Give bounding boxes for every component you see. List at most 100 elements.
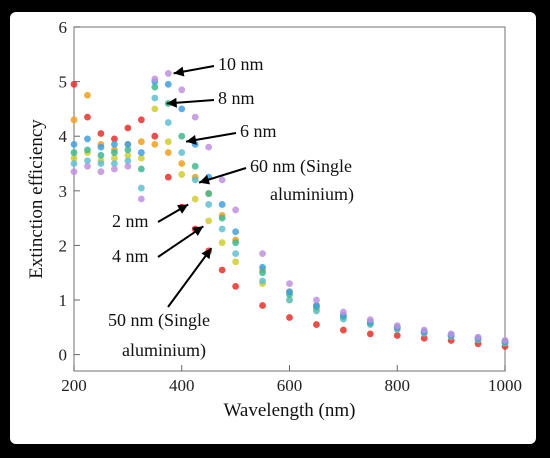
annotation-arrowhead [177, 204, 189, 214]
data-point [218, 176, 226, 184]
chart-frame [10, 12, 536, 444]
annotation-label-line2: aluminium) [122, 340, 206, 361]
data-point [137, 138, 145, 146]
data-point [313, 321, 320, 328]
data-point [151, 75, 159, 83]
data-point [286, 314, 293, 321]
annotation-arrowhead [166, 97, 178, 108]
data-point [111, 135, 118, 143]
x-tick-label: 400 [169, 376, 195, 395]
data-point [218, 225, 226, 233]
data-point [70, 160, 78, 167]
data-point [366, 330, 374, 338]
data-point [97, 168, 105, 176]
data-point [124, 124, 132, 132]
data-point [124, 151, 132, 159]
annotation-arrowhead [198, 174, 211, 185]
annotation-label: 2 nm [112, 211, 149, 231]
data-point [339, 308, 347, 316]
data-point [420, 334, 428, 342]
data-point [313, 296, 320, 304]
data-point [84, 135, 91, 143]
data-point [164, 173, 172, 181]
data-point [97, 151, 105, 159]
data-point [137, 116, 145, 124]
data-point [124, 157, 132, 165]
data-point [111, 160, 118, 167]
data-point [232, 228, 240, 236]
data-point [151, 140, 159, 148]
data-point [84, 162, 91, 170]
x-axis-title: Wavelength (nm) [224, 400, 356, 421]
annotation-arrowhead [173, 66, 185, 77]
data-point [137, 165, 145, 173]
y-tick-label: 6 [59, 18, 68, 37]
data-point [393, 332, 401, 339]
y-tick-label: 0 [59, 346, 68, 365]
data-point [137, 195, 145, 203]
data-point [232, 239, 240, 247]
data-point [178, 105, 186, 113]
annotation-arrowhead [186, 135, 197, 145]
data-point [259, 263, 266, 271]
x-tick-label: 1000 [488, 376, 522, 395]
annotation-label-line2: aluminium) [270, 184, 354, 205]
y-tick-label: 2 [59, 236, 68, 255]
data-point [70, 149, 78, 156]
data-point [97, 160, 105, 167]
data-point [232, 258, 240, 266]
x-tick-label: 600 [277, 376, 303, 395]
data-point [420, 326, 428, 334]
data-point [164, 80, 172, 88]
y-tick-label: 1 [59, 291, 68, 310]
data-point [191, 195, 199, 203]
data-point [313, 302, 320, 309]
data-point [70, 80, 78, 88]
annotation-label: 4 nm [112, 246, 149, 266]
data-point [191, 176, 199, 184]
data-point [84, 157, 91, 165]
data-point [124, 140, 132, 148]
annotation-arrowhead [192, 226, 204, 237]
data-point [218, 214, 226, 222]
data-point [137, 154, 145, 162]
annotation-label: 10 nm [218, 54, 264, 74]
y-axis-title: Extinction efficiency [26, 119, 47, 279]
annotation-label: 8 nm [218, 88, 255, 108]
data-point [286, 288, 293, 296]
data-point [70, 116, 78, 124]
x-tick-label: 200 [61, 376, 87, 395]
data-point [164, 119, 172, 126]
data-point [97, 143, 105, 151]
annotation-arrow [167, 247, 213, 308]
data-point [164, 138, 172, 146]
data-point [164, 149, 172, 156]
data-point [111, 165, 118, 173]
data-point [447, 330, 455, 338]
data-point [259, 302, 266, 309]
data-point [218, 201, 226, 208]
y-tick-label: 3 [59, 182, 68, 201]
data-point [286, 280, 293, 288]
data-point [474, 333, 482, 341]
data-point [232, 250, 240, 258]
data-point [84, 91, 91, 99]
data-point [164, 70, 172, 77]
data-point [111, 140, 118, 148]
annotation-label: 60 nm (Single [250, 156, 352, 177]
data-point [178, 86, 186, 94]
data-point [366, 316, 374, 324]
data-point [151, 94, 159, 102]
data-point [259, 277, 266, 285]
data-point [70, 168, 78, 176]
data-point [178, 160, 186, 167]
x-tick-label: 800 [385, 376, 411, 395]
data-point [178, 149, 186, 156]
annotation-label: 50 nm (Single [108, 310, 210, 331]
data-point [124, 146, 132, 154]
data-point [137, 149, 145, 156]
data-point [205, 190, 213, 197]
data-point [205, 143, 213, 151]
data-point [70, 154, 78, 162]
